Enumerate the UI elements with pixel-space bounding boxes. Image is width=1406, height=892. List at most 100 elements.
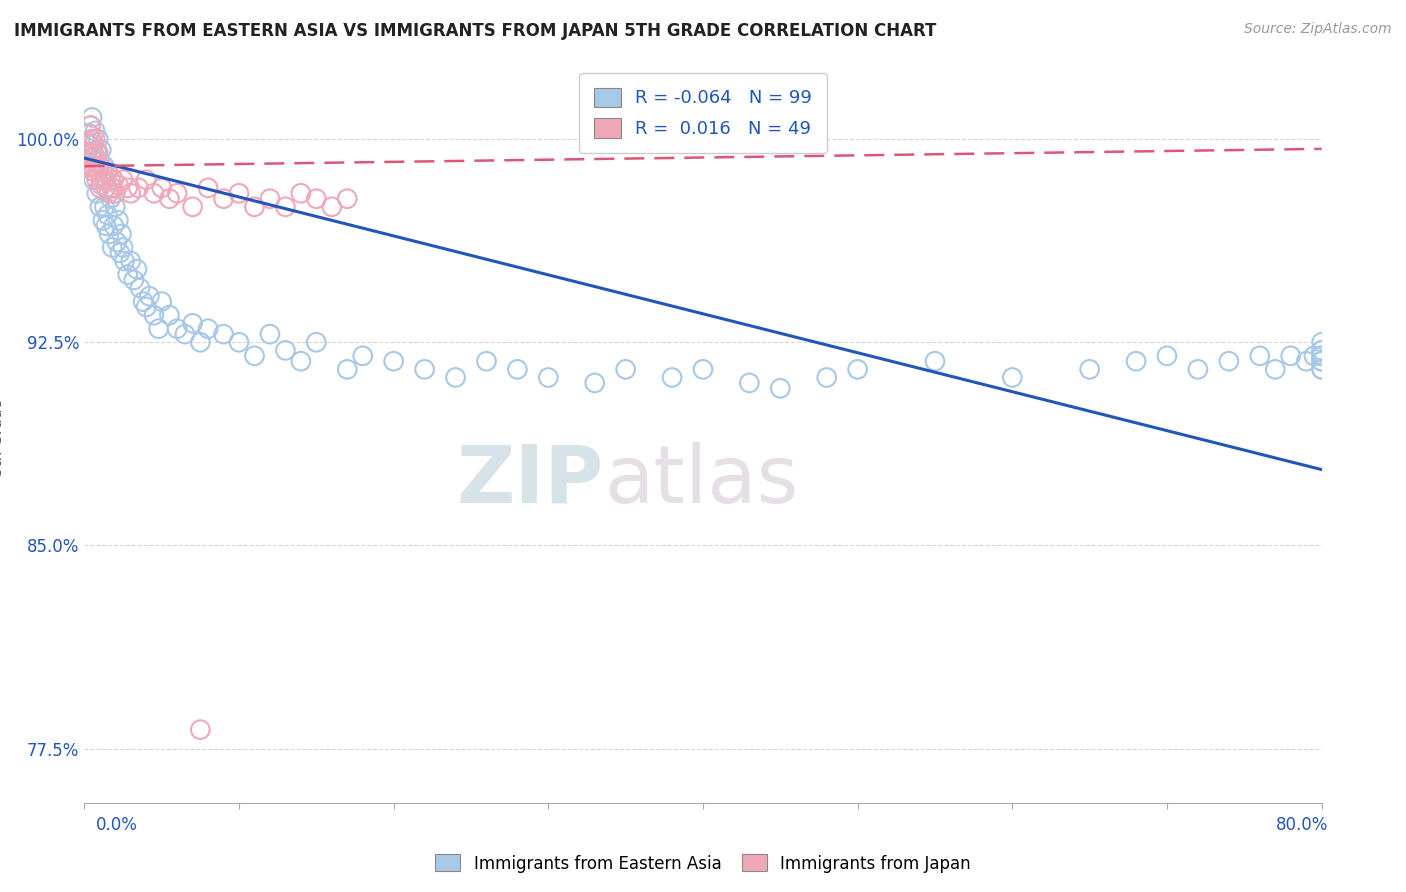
Text: 0.0%: 0.0% [96, 816, 138, 834]
Point [96, 164, 118, 178]
Point [150, 294, 173, 309]
Point [661, 370, 683, 384]
Point [91, 164, 114, 178]
Point [77, 127, 100, 141]
Point [352, 349, 374, 363]
Point [93, 159, 115, 173]
Point [90, 143, 112, 157]
Point [290, 186, 312, 201]
Point [1295, 354, 1317, 368]
Point [924, 354, 946, 368]
Point [82, 111, 104, 125]
Point [84, 159, 107, 173]
Point [537, 370, 560, 384]
Point [84, 153, 107, 168]
Point [82, 132, 104, 146]
Point [305, 335, 328, 350]
Point [91, 213, 114, 227]
Point [138, 289, 160, 303]
Legend: Immigrants from Eastern Asia, Immigrants from Japan: Immigrants from Eastern Asia, Immigrants… [429, 847, 977, 880]
Point [84, 124, 107, 138]
Point [82, 159, 104, 173]
Point [79, 145, 101, 160]
Point [197, 322, 219, 336]
Point [692, 362, 714, 376]
Point [114, 254, 136, 268]
Point [91, 164, 114, 178]
Point [1310, 362, 1333, 376]
Point [143, 308, 166, 322]
Point [174, 327, 197, 342]
Point [107, 213, 129, 227]
Point [86, 186, 108, 201]
Point [444, 370, 467, 384]
Point [76, 145, 98, 160]
Point [769, 381, 792, 395]
Point [117, 268, 139, 282]
Point [94, 172, 117, 186]
Point [125, 262, 148, 277]
Point [120, 254, 142, 268]
Point [103, 219, 125, 233]
Point [188, 335, 212, 350]
Point [1218, 354, 1240, 368]
Point [1310, 335, 1333, 350]
Point [86, 145, 108, 160]
Point [336, 192, 359, 206]
Point [846, 362, 869, 376]
Point [1310, 343, 1333, 358]
Point [87, 164, 110, 178]
Point [475, 354, 498, 368]
Point [135, 172, 157, 186]
Point [77, 127, 100, 141]
Point [98, 186, 121, 201]
Point [243, 200, 266, 214]
Point [79, 119, 101, 133]
Point [79, 159, 101, 173]
Point [274, 343, 297, 358]
Point [1310, 349, 1333, 363]
Point [274, 200, 297, 214]
Point [89, 200, 111, 214]
Point [150, 181, 173, 195]
Point [336, 362, 359, 376]
Point [120, 186, 142, 201]
Point [148, 322, 170, 336]
Text: 80.0%: 80.0% [1277, 816, 1329, 834]
Point [614, 362, 637, 376]
Point [1001, 370, 1024, 384]
Point [83, 172, 105, 186]
Point [89, 153, 111, 168]
Point [228, 335, 250, 350]
Point [159, 192, 180, 206]
Point [1156, 349, 1178, 363]
Point [86, 172, 108, 186]
Point [143, 186, 166, 201]
Point [259, 327, 281, 342]
Point [506, 362, 529, 376]
Point [321, 200, 343, 214]
Point [101, 181, 124, 195]
Point [1310, 343, 1333, 358]
Point [259, 192, 281, 206]
Point [197, 181, 219, 195]
Point [82, 151, 104, 165]
Point [101, 181, 124, 195]
Point [243, 349, 266, 363]
Y-axis label: 5th Grade: 5th Grade [0, 399, 6, 475]
Point [127, 181, 149, 195]
Point [188, 723, 212, 737]
Point [815, 370, 838, 384]
Point [89, 181, 111, 195]
Point [212, 192, 235, 206]
Point [382, 354, 405, 368]
Point [1187, 362, 1209, 376]
Point [181, 316, 204, 330]
Point [132, 294, 155, 309]
Point [90, 172, 112, 186]
Point [212, 327, 235, 342]
Point [96, 164, 118, 178]
Point [100, 172, 122, 186]
Point [103, 172, 125, 186]
Point [83, 137, 105, 152]
